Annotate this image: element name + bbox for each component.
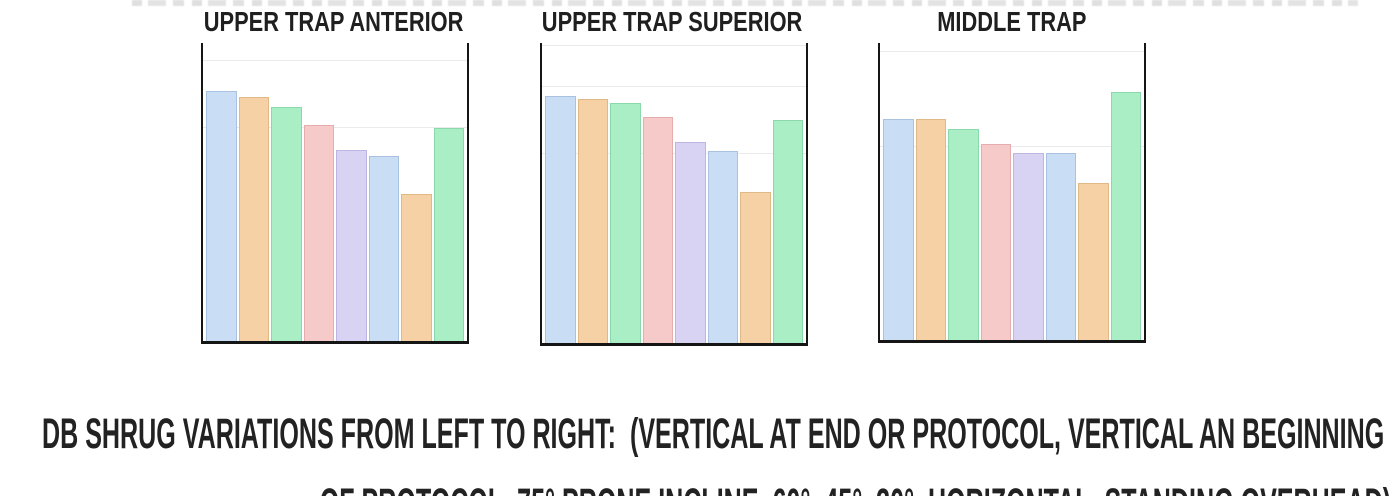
- chart-title-upper-trap-superior: UPPER TRAP SUPERIOR: [502, 5, 842, 38]
- bar-purple-5: [336, 150, 367, 341]
- gridline: [542, 85, 806, 87]
- figure-caption-line-1: DB SHRUG VARIATIONS FROM LEFT TO RIGHT: …: [0, 361, 1394, 496]
- bar-pink-4: [980, 143, 1011, 340]
- bar-orange-7: [1078, 182, 1109, 340]
- bar-green-3: [948, 129, 979, 340]
- bar-orange-7: [401, 193, 432, 341]
- gridline: [203, 126, 467, 128]
- figure-caption-text: OF PROTOCOL, 75° PRONE INCLINE, 60°, 45°…: [320, 479, 1394, 496]
- chart-title-text: UPPER TRAP ANTERIOR: [204, 5, 464, 38]
- bar-blue-1: [883, 118, 914, 340]
- bar-orange-2: [238, 96, 269, 341]
- bar-blue-1: [206, 90, 237, 341]
- figure-caption-line-2: OF PROTOCOL, 75° PRONE INCLINE, 60°, 45°…: [0, 431, 1394, 496]
- bar-blue-6: [707, 151, 738, 343]
- bar-orange-7: [740, 191, 771, 343]
- gridline: [880, 145, 1144, 147]
- figure-caption-text: DB SHRUG VARIATIONS FROM LEFT TO RIGHT: …: [42, 410, 1385, 458]
- bar-purple-5: [1013, 152, 1044, 340]
- bar-green-8: [1110, 92, 1141, 340]
- bar-pink-4: [642, 116, 673, 343]
- bar-chart-upper-trap-superior: [540, 43, 808, 346]
- bar-purple-5: [675, 142, 706, 343]
- bar-blue-6: [368, 156, 399, 341]
- bar-chart-middle-trap: [878, 43, 1146, 343]
- gridline: [542, 45, 806, 46]
- bar-orange-2: [915, 118, 946, 340]
- cropped-text-remnant: [132, 0, 1358, 6]
- gridline: [203, 59, 467, 61]
- bar-orange-2: [577, 98, 608, 343]
- bar-blue-6: [1045, 152, 1076, 340]
- bar-green-3: [271, 107, 302, 341]
- bar-pink-4: [303, 124, 334, 341]
- chart-title-text: MIDDLE TRAP: [937, 5, 1087, 38]
- chart-title-middle-trap: MIDDLE TRAP: [842, 5, 1182, 38]
- bar-green-8: [772, 119, 803, 343]
- gridline: [880, 50, 1144, 52]
- bar-green-3: [610, 103, 641, 343]
- bar-green-8: [433, 127, 464, 341]
- gridline: [542, 153, 806, 154]
- chart-title-upper-trap-anterior: UPPER TRAP ANTERIOR: [164, 5, 504, 38]
- bar-chart-upper-trap-anterior: [201, 43, 469, 344]
- chart-title-text: UPPER TRAP SUPERIOR: [541, 5, 803, 38]
- bar-blue-1: [545, 95, 576, 343]
